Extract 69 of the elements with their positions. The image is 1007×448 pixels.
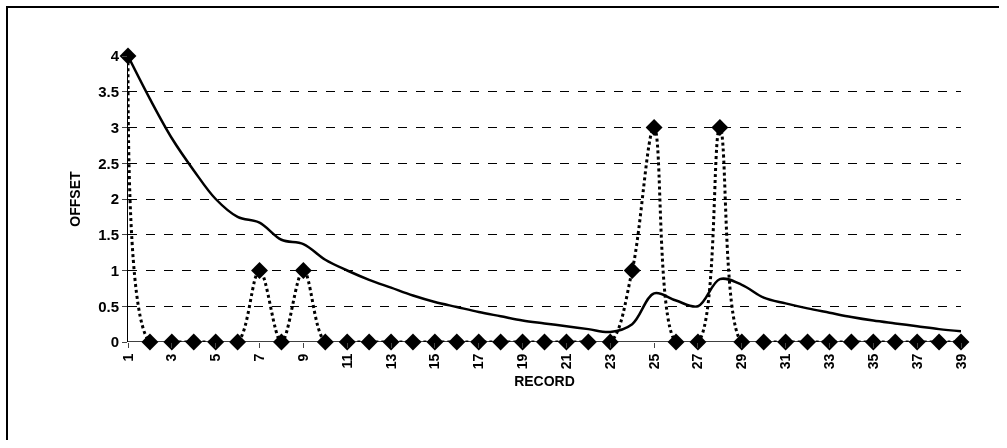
point [404, 333, 422, 351]
y-tick-label: 1.5 [98, 226, 119, 243]
x-axis-title: RECORD [514, 373, 575, 390]
point [777, 333, 795, 351]
x-tick-label: 13 [382, 353, 399, 370]
x-tick-label: 39 [952, 353, 969, 370]
x-tick-label: 31 [777, 353, 794, 370]
point [470, 333, 488, 351]
y-tick-label: 3.5 [98, 83, 119, 100]
point [492, 333, 510, 351]
y-tick-label: 1 [110, 261, 119, 279]
y-tick-label: 4 [110, 47, 120, 65]
point [711, 119, 729, 136]
point [799, 333, 816, 351]
x-tick-label: 25 [645, 353, 662, 370]
x-tick-label: 15 [426, 353, 443, 370]
x-tick-label: 11 [338, 353, 355, 369]
x-tick-label: 5 [207, 353, 224, 362]
x-tick-label: 23 [601, 353, 618, 370]
point [316, 333, 334, 351]
point [448, 333, 466, 351]
x-tick-label: 37 [908, 353, 925, 370]
point [141, 333, 159, 351]
point [338, 333, 356, 351]
y-tick-label: 0 [110, 333, 119, 351]
y-tick-label: 0.5 [98, 297, 119, 315]
point [952, 333, 970, 351]
point [294, 262, 312, 279]
point [930, 333, 948, 351]
x-tick-label: 19 [514, 353, 531, 370]
x-tick-label: 29 [733, 353, 750, 370]
point [579, 333, 597, 351]
point [864, 333, 882, 351]
y-tick-label: 2 [110, 190, 119, 208]
x-tick-label: 35 [864, 353, 881, 370]
x-tick-label: 1 [119, 353, 136, 362]
point [163, 333, 181, 351]
point [251, 262, 268, 279]
y-axis-title: OFFSET [66, 170, 83, 227]
point [842, 333, 860, 351]
point [382, 333, 400, 351]
point [557, 333, 575, 351]
point [886, 333, 904, 351]
point [514, 333, 532, 351]
point [623, 262, 641, 279]
point [755, 333, 773, 351]
point [601, 333, 619, 351]
point [821, 333, 838, 351]
y-tick-label: 2.5 [98, 154, 119, 172]
point [645, 119, 663, 136]
point [229, 333, 247, 351]
point [908, 333, 926, 351]
point [667, 333, 685, 351]
x-tick-label: 7 [251, 353, 268, 362]
x-tick-label: 17 [470, 353, 487, 370]
x-tick-label: 33 [821, 353, 838, 370]
point [733, 333, 751, 351]
point [426, 333, 444, 351]
y-tick-label: 3 [110, 118, 119, 136]
point [185, 333, 203, 351]
x-tick-label: 9 [294, 353, 311, 362]
point [689, 333, 707, 351]
point [207, 333, 225, 351]
point [273, 333, 290, 351]
point [536, 333, 553, 351]
point [360, 333, 378, 351]
x-tick-label: 27 [689, 353, 706, 370]
x-tick-label: 3 [163, 353, 180, 362]
x-tick-label: 21 [557, 353, 574, 370]
